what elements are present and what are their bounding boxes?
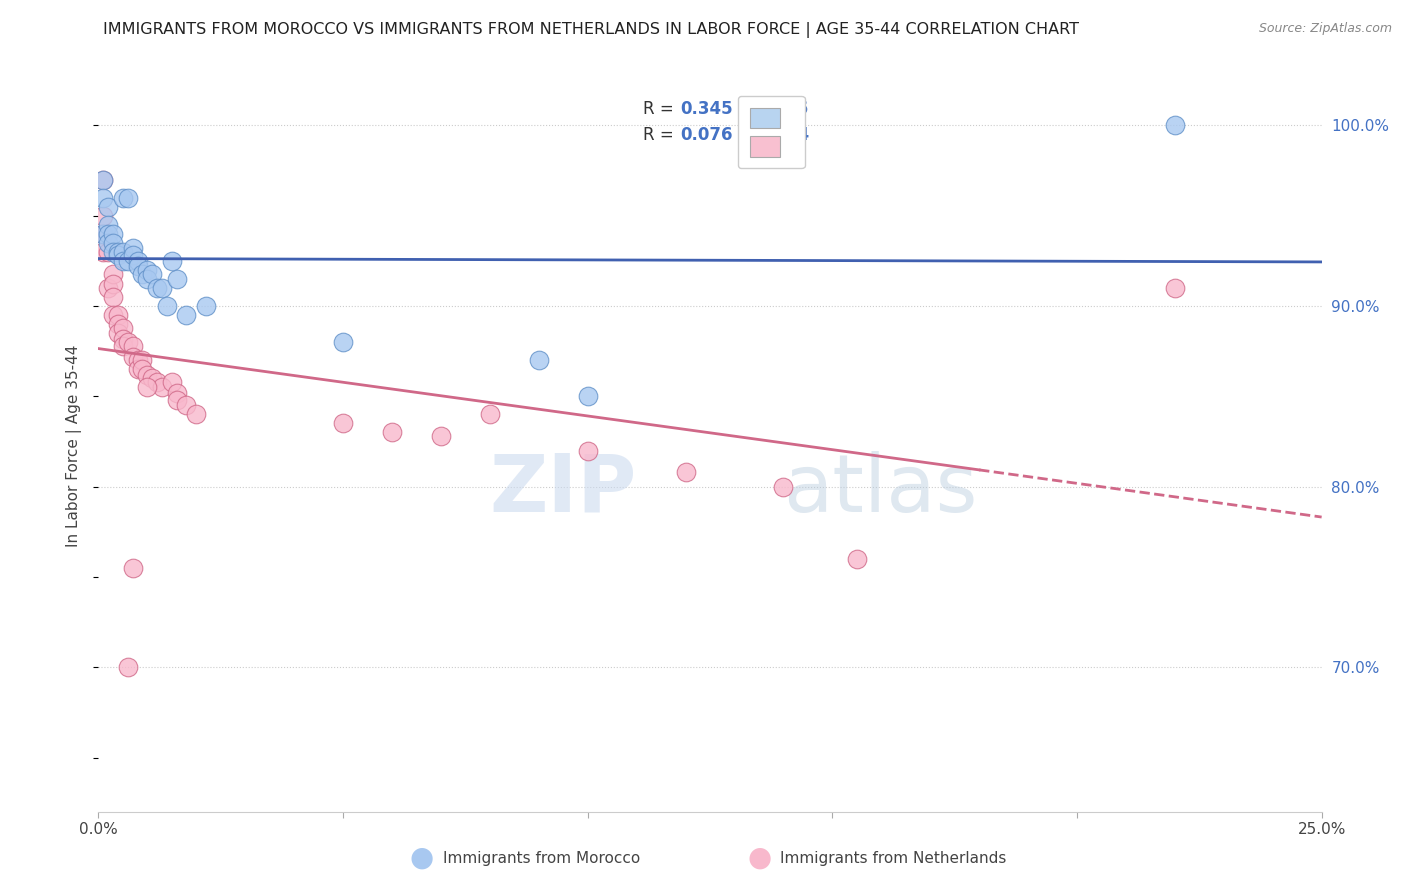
- Y-axis label: In Labor Force | Age 35-44: In Labor Force | Age 35-44: [66, 345, 83, 547]
- Point: [97, 218, 120, 232]
- Point: [675, 465, 697, 479]
- Text: 44: 44: [786, 126, 808, 144]
- Text: 0.345: 0.345: [681, 100, 734, 118]
- Point: [332, 335, 354, 350]
- Point: [117, 191, 139, 205]
- Text: R =: R =: [643, 126, 679, 144]
- Point: [111, 339, 134, 353]
- Point: [117, 253, 139, 268]
- Point: [160, 375, 183, 389]
- Text: Source: ZipAtlas.com: Source: ZipAtlas.com: [1258, 22, 1392, 36]
- Point: [107, 317, 129, 331]
- Point: [91, 172, 114, 186]
- Point: [107, 326, 129, 340]
- Point: [127, 362, 149, 376]
- Legend: , : ,: [738, 96, 804, 169]
- Point: [131, 362, 153, 376]
- Point: [117, 660, 139, 674]
- Point: [121, 350, 143, 364]
- Point: [91, 209, 114, 223]
- Point: [107, 244, 129, 259]
- Point: [121, 561, 143, 575]
- Point: [101, 308, 124, 322]
- Point: [97, 200, 120, 214]
- Point: [97, 244, 120, 259]
- Point: [146, 375, 169, 389]
- Point: [136, 380, 159, 394]
- Point: [91, 172, 114, 186]
- Text: R =: R =: [643, 100, 679, 118]
- Point: [136, 272, 159, 286]
- Point: [101, 227, 124, 241]
- Text: IMMIGRANTS FROM MOROCCO VS IMMIGRANTS FROM NETHERLANDS IN LABOR FORCE | AGE 35-4: IMMIGRANTS FROM MOROCCO VS IMMIGRANTS FR…: [103, 22, 1078, 38]
- Point: [166, 385, 188, 400]
- Point: [91, 227, 114, 241]
- Point: [111, 191, 134, 205]
- Text: ●: ●: [747, 844, 772, 872]
- Point: [478, 408, 501, 422]
- Text: 36: 36: [786, 100, 808, 118]
- Point: [166, 272, 188, 286]
- Point: [381, 425, 404, 440]
- Point: [91, 227, 114, 241]
- Text: 0.076: 0.076: [681, 126, 733, 144]
- Text: Immigrants from Morocco: Immigrants from Morocco: [443, 851, 640, 865]
- Point: [91, 244, 114, 259]
- Text: N =: N =: [734, 126, 787, 144]
- Point: [121, 241, 143, 255]
- Point: [111, 244, 134, 259]
- Point: [97, 235, 120, 250]
- Point: [136, 263, 159, 277]
- Point: [91, 191, 114, 205]
- Point: [332, 417, 354, 431]
- Point: [111, 320, 134, 334]
- Point: [101, 267, 124, 281]
- Text: N =: N =: [734, 100, 787, 118]
- Point: [107, 308, 129, 322]
- Point: [527, 353, 550, 368]
- Point: [136, 368, 159, 382]
- Point: [195, 299, 218, 313]
- Text: ●: ●: [409, 844, 434, 872]
- Point: [97, 227, 120, 241]
- Point: [131, 267, 153, 281]
- Point: [156, 299, 179, 313]
- Point: [1164, 119, 1187, 133]
- Point: [111, 332, 134, 346]
- Point: [576, 389, 599, 403]
- Text: Immigrants from Netherlands: Immigrants from Netherlands: [780, 851, 1007, 865]
- Point: [176, 308, 198, 322]
- Point: [101, 290, 124, 304]
- Point: [845, 552, 868, 566]
- Point: [141, 371, 163, 385]
- Point: [576, 443, 599, 458]
- Point: [1164, 281, 1187, 295]
- Point: [121, 339, 143, 353]
- Point: [131, 353, 153, 368]
- Point: [176, 398, 198, 412]
- Point: [101, 277, 124, 292]
- Point: [186, 408, 208, 422]
- Point: [121, 248, 143, 262]
- Point: [127, 353, 149, 368]
- Point: [150, 380, 173, 394]
- Point: [97, 281, 120, 295]
- Point: [430, 429, 453, 443]
- Point: [166, 392, 188, 407]
- Point: [117, 335, 139, 350]
- Point: [141, 267, 163, 281]
- Point: [127, 260, 149, 274]
- Text: atlas: atlas: [783, 450, 977, 529]
- Point: [772, 480, 794, 494]
- Point: [107, 248, 129, 262]
- Point: [111, 253, 134, 268]
- Point: [101, 235, 124, 250]
- Point: [160, 253, 183, 268]
- Point: [127, 253, 149, 268]
- Text: ZIP: ZIP: [489, 450, 637, 529]
- Point: [146, 281, 169, 295]
- Point: [101, 244, 124, 259]
- Point: [150, 281, 173, 295]
